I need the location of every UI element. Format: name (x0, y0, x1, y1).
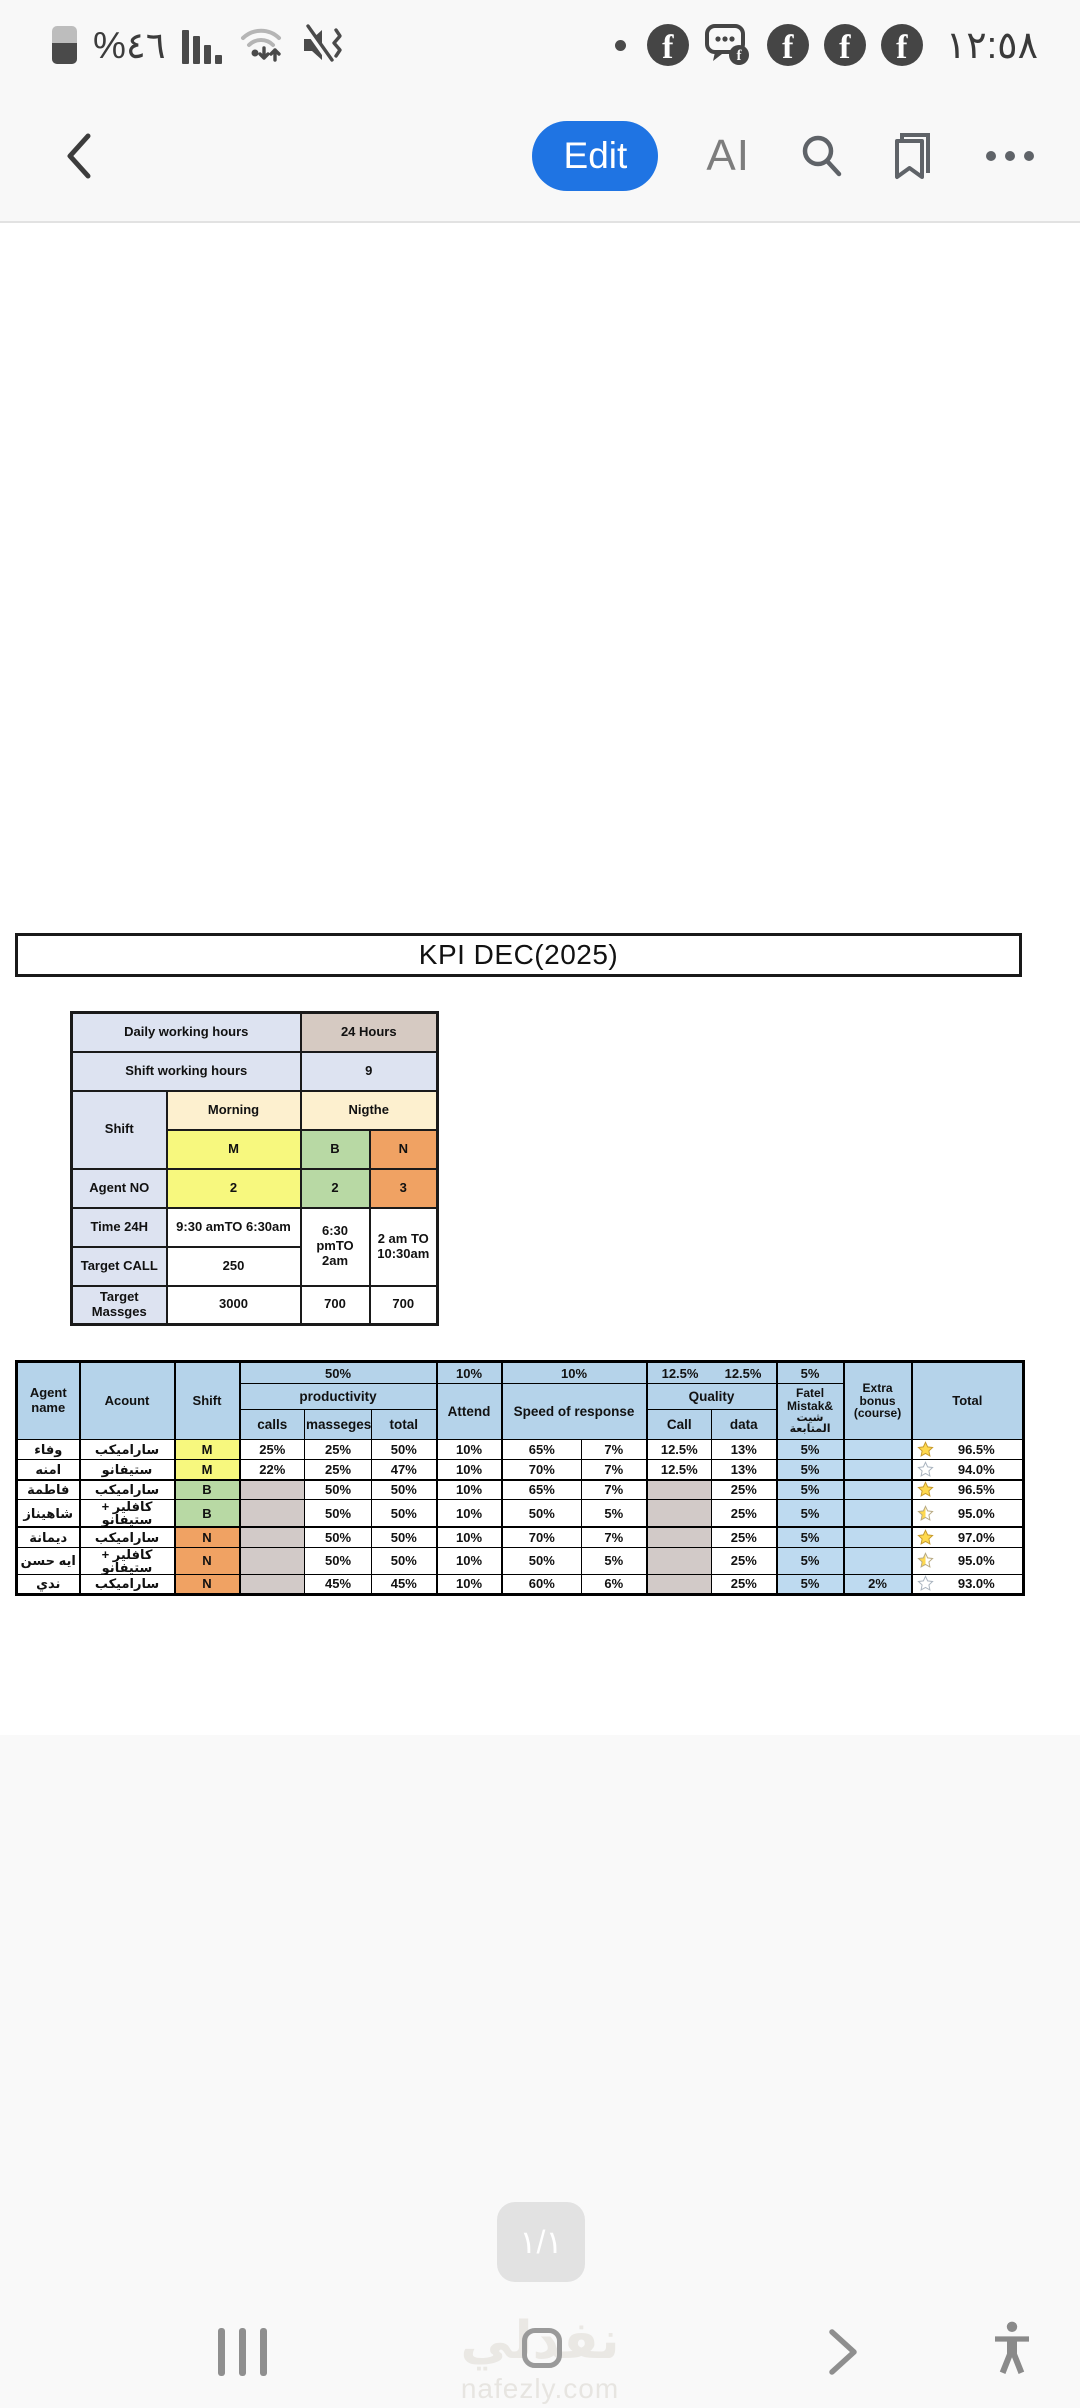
summary-cell: Daily working hours (70, 1011, 302, 1053)
star-empty-icon (917, 1575, 933, 1591)
col-header-shift: Shift (173, 1361, 240, 1440)
bookmark-icon[interactable] (892, 130, 936, 182)
summary-cell: 9 (299, 1050, 439, 1092)
col-header-speed-pct: 10% (500, 1361, 648, 1384)
col-header-speed: Speed of response (500, 1383, 648, 1440)
summary-cell: Nigthe (299, 1089, 439, 1131)
col-header-productivity-pct: 50% (238, 1361, 438, 1384)
summary-cell: N (368, 1128, 439, 1170)
col-header-masseges: masseges (304, 1409, 372, 1440)
star-full-icon (917, 1441, 933, 1457)
col-header-fatel: Fatel Mistak& شيت المتابعة (775, 1383, 845, 1440)
col-header-account: Acount (78, 1361, 175, 1440)
summary-cell: 3 (368, 1167, 439, 1209)
summary-cell: B (299, 1128, 371, 1170)
summary-cell: 2 am TO 10:30am (368, 1206, 439, 1287)
summary-cell: 700 (368, 1284, 439, 1326)
battery-icon (52, 26, 77, 64)
table-row: فاطمة ساراميكب B 50% 50% 10% 65% 7% 25% … (15, 1478, 1025, 1500)
summary-cell: 9:30 amTO 6:30am (165, 1206, 302, 1248)
col-header-attend: Attend (435, 1383, 503, 1440)
ai-button[interactable]: AI (706, 131, 750, 180)
summary-cell: 250 (165, 1245, 302, 1287)
toolbar-divider (0, 221, 1080, 223)
search-icon[interactable] (798, 132, 844, 180)
table-row: ايه حسن كافلير + ستيفانو N 50% 50% 10% 5… (15, 1546, 1025, 1575)
summary-cell: Target CALL (70, 1245, 168, 1287)
col-header-fatel-pct: 5% (775, 1361, 845, 1384)
table-row: ديمانة ساراميكب N 50% 50% 10% 70% 7% 25%… (15, 1526, 1025, 1548)
table-row: ندي ساراميكب N 45% 45% 10% 60% 6% 25% 5%… (15, 1573, 1025, 1595)
battery-percent: %٤٦ (93, 24, 166, 66)
facebook-icon: f (766, 24, 809, 66)
navigation-bar (0, 2300, 1080, 2408)
toolbar: Edit AI (0, 90, 1080, 222)
document-title-box: KPI DEC(2025) (15, 933, 1022, 977)
star-empty-icon (917, 1461, 933, 1477)
page-indicator: ١/١ (497, 2202, 585, 2282)
summary-cell: 3000 (165, 1284, 302, 1326)
facebook-icon: f (880, 24, 923, 66)
col-header-call: Call (645, 1409, 713, 1440)
forward-icon[interactable] (826, 2326, 860, 2378)
star-full-icon (917, 1529, 933, 1545)
summary-cell: M (165, 1128, 302, 1170)
star-half-icon (917, 1505, 933, 1520)
star-full-icon (917, 1482, 933, 1497)
wifi-icon (240, 28, 281, 62)
facebook-icon: f (646, 24, 689, 66)
home-icon[interactable] (522, 2328, 562, 2368)
summary-cell: Shift working hours (70, 1050, 302, 1092)
kpi-table: Agent name Acount Shift 50% 10% 10% 12.5… (15, 1360, 1026, 1596)
col-header-quality-pct: 12.5% 12.5% (645, 1361, 778, 1384)
summary-cell: Time 24H (70, 1206, 168, 1248)
col-header-agent: Agent name (15, 1361, 80, 1440)
summary-cell: 2 (165, 1167, 302, 1209)
clock: ١٢:٥٨ (945, 24, 1038, 67)
shift-summary-table: Daily working hours 24 Hours Shift worki… (70, 1011, 440, 1326)
col-header-data: data (711, 1409, 778, 1440)
summary-cell: Target Massges (70, 1284, 168, 1326)
summary-cell: 6:30 pmTO 2am (299, 1206, 371, 1287)
back-icon[interactable] (58, 130, 100, 182)
col-header-attend-pct: 10% (435, 1361, 503, 1384)
status-left-icons: %٤٦ (52, 24, 344, 67)
summary-cell: 24 Hours (299, 1011, 439, 1053)
recents-icon[interactable] (218, 2328, 267, 2376)
table-row: امنه ستيفانو M 22% 25% 47% 10% 70% 7% 12… (15, 1459, 1025, 1480)
status-bar: %٤٦ f (0, 0, 1080, 90)
notification-dot-icon (614, 39, 626, 51)
col-header-total: Total (910, 1361, 1025, 1440)
col-header-calls: calls (238, 1409, 305, 1440)
star-half-icon (917, 1552, 933, 1568)
summary-cell: Shift (70, 1089, 168, 1170)
col-header-extra-bonus: Extra bonus (course) (842, 1361, 913, 1440)
table-row: شاهيناز كافلير + ستيفانو B 50% 50% 10% 5… (15, 1499, 1025, 1528)
status-right-icons: f f f f f ١٢:٥٨ (614, 22, 1038, 68)
mute-vibrate-icon (303, 24, 342, 64)
summary-cell: 700 (299, 1284, 371, 1326)
more-icon[interactable] (984, 150, 1036, 162)
svg-text:f: f (736, 48, 742, 64)
edit-button[interactable]: Edit (532, 121, 659, 191)
facebook-icon: f (823, 24, 866, 66)
signal-icon (181, 26, 222, 64)
page-title: KPI DEC(2025) (418, 939, 619, 970)
messenger-icon: f (704, 24, 749, 65)
col-header-productivity: productivity (238, 1383, 438, 1410)
col-header-quality: Quality (645, 1383, 778, 1410)
col-header-total-sub: total (370, 1409, 438, 1440)
accessibility-icon[interactable] (988, 2320, 1036, 2378)
summary-cell: Morning (165, 1089, 302, 1131)
table-row: وفاء ساراميكب M 25% 25% 50% 10% 65% 7% 1… (15, 1439, 1025, 1460)
document-page[interactable]: KPI DEC(2025) Daily working hours 24 Hou… (0, 223, 1080, 1735)
summary-cell: Agent NO (70, 1167, 168, 1209)
summary-cell: 2 (299, 1167, 371, 1209)
